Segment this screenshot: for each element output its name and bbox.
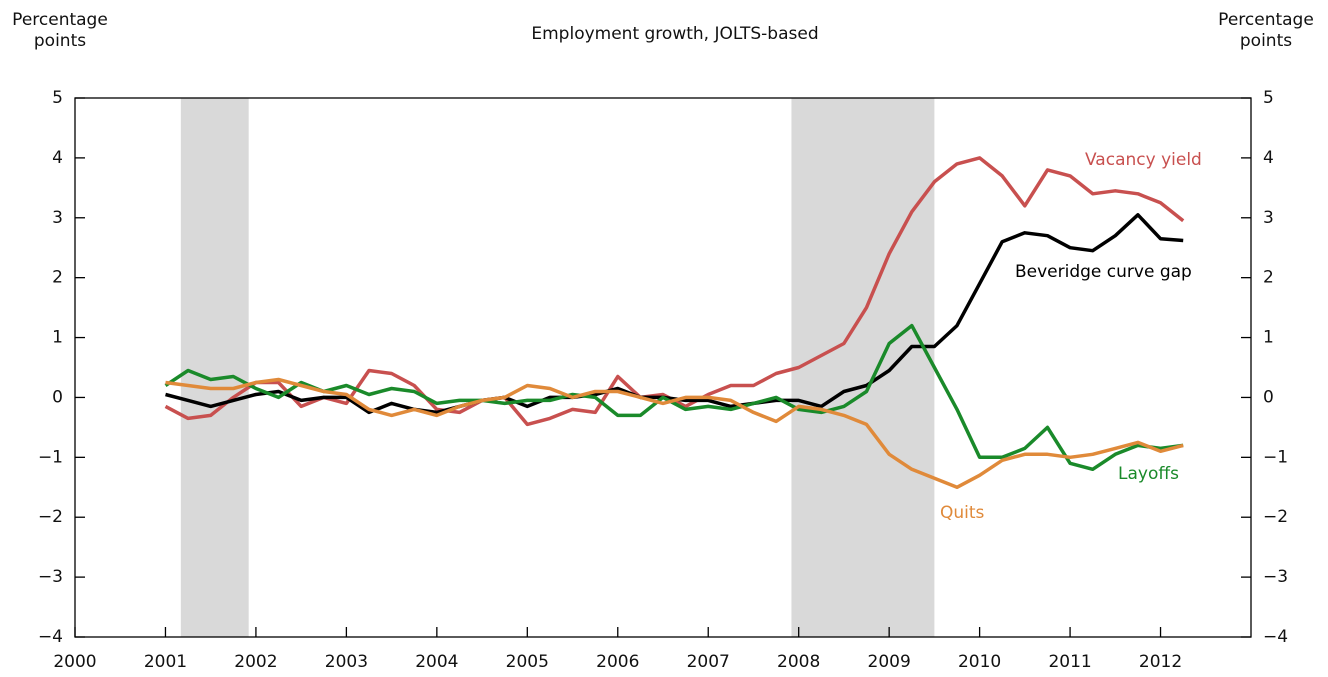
y-axis-label: Percentage points bbox=[12, 10, 108, 51]
y-tick-label: 3 bbox=[52, 208, 63, 228]
series-line bbox=[164, 323, 1184, 472]
y2-tick-label: 3 bbox=[1263, 208, 1274, 228]
x-tick-label: 2005 bbox=[506, 652, 549, 672]
recession-band bbox=[180, 98, 249, 637]
series-label: Layoffs bbox=[1118, 464, 1179, 484]
y-tick-label: −2 bbox=[38, 507, 63, 527]
y2-tick-label: 0 bbox=[1263, 387, 1274, 407]
x-tick-label: 2008 bbox=[777, 652, 820, 672]
plot-frame bbox=[74, 97, 1252, 638]
x-tick-label: 2000 bbox=[53, 652, 96, 672]
x-tick-label: 2002 bbox=[234, 652, 277, 672]
x-tick-label: 2004 bbox=[415, 652, 458, 672]
series-label: Vacancy yield bbox=[1085, 150, 1202, 170]
y-tick-label: 4 bbox=[52, 148, 63, 168]
x-tick-label: 2003 bbox=[325, 652, 368, 672]
y2-tick-label: −2 bbox=[1263, 507, 1288, 527]
y2-tick-label: −3 bbox=[1263, 567, 1288, 587]
series-line bbox=[165, 213, 1184, 415]
y-tick-label: 2 bbox=[52, 268, 63, 288]
recession-band bbox=[791, 98, 935, 637]
y-tick-label: −1 bbox=[38, 447, 63, 467]
y2-tick-label: 1 bbox=[1263, 328, 1274, 348]
chart-title: Employment growth, JOLTS-based bbox=[531, 24, 818, 44]
y2-tick-label: −1 bbox=[1263, 447, 1288, 467]
y-tick-label: −4 bbox=[38, 627, 63, 647]
series-line bbox=[164, 156, 1185, 427]
x-tick-label: 2001 bbox=[144, 652, 187, 672]
y2-tick-label: 5 bbox=[1263, 88, 1274, 108]
x-tick-label: 2006 bbox=[596, 652, 639, 672]
x-tick-label: 2010 bbox=[958, 652, 1001, 672]
series-label: Quits bbox=[940, 503, 985, 523]
x-tick-label: 2009 bbox=[868, 652, 911, 672]
series-line bbox=[165, 377, 1184, 490]
y-tick-label: 1 bbox=[52, 328, 63, 348]
x-tick-label: 2007 bbox=[687, 652, 730, 672]
y-tick-label: 5 bbox=[52, 88, 63, 108]
y2-tick-label: 4 bbox=[1263, 148, 1274, 168]
x-tick-label: 2012 bbox=[1139, 652, 1182, 672]
y2-axis-label: Percentage points bbox=[1218, 10, 1314, 51]
y2-tick-label: −4 bbox=[1263, 627, 1288, 647]
y-tick-label: −3 bbox=[38, 567, 63, 587]
y-tick-label: 0 bbox=[52, 387, 63, 407]
x-tick-label: 2011 bbox=[1048, 652, 1091, 672]
y2-tick-label: 2 bbox=[1263, 268, 1274, 288]
series-label: Beveridge curve gap bbox=[1015, 262, 1192, 282]
